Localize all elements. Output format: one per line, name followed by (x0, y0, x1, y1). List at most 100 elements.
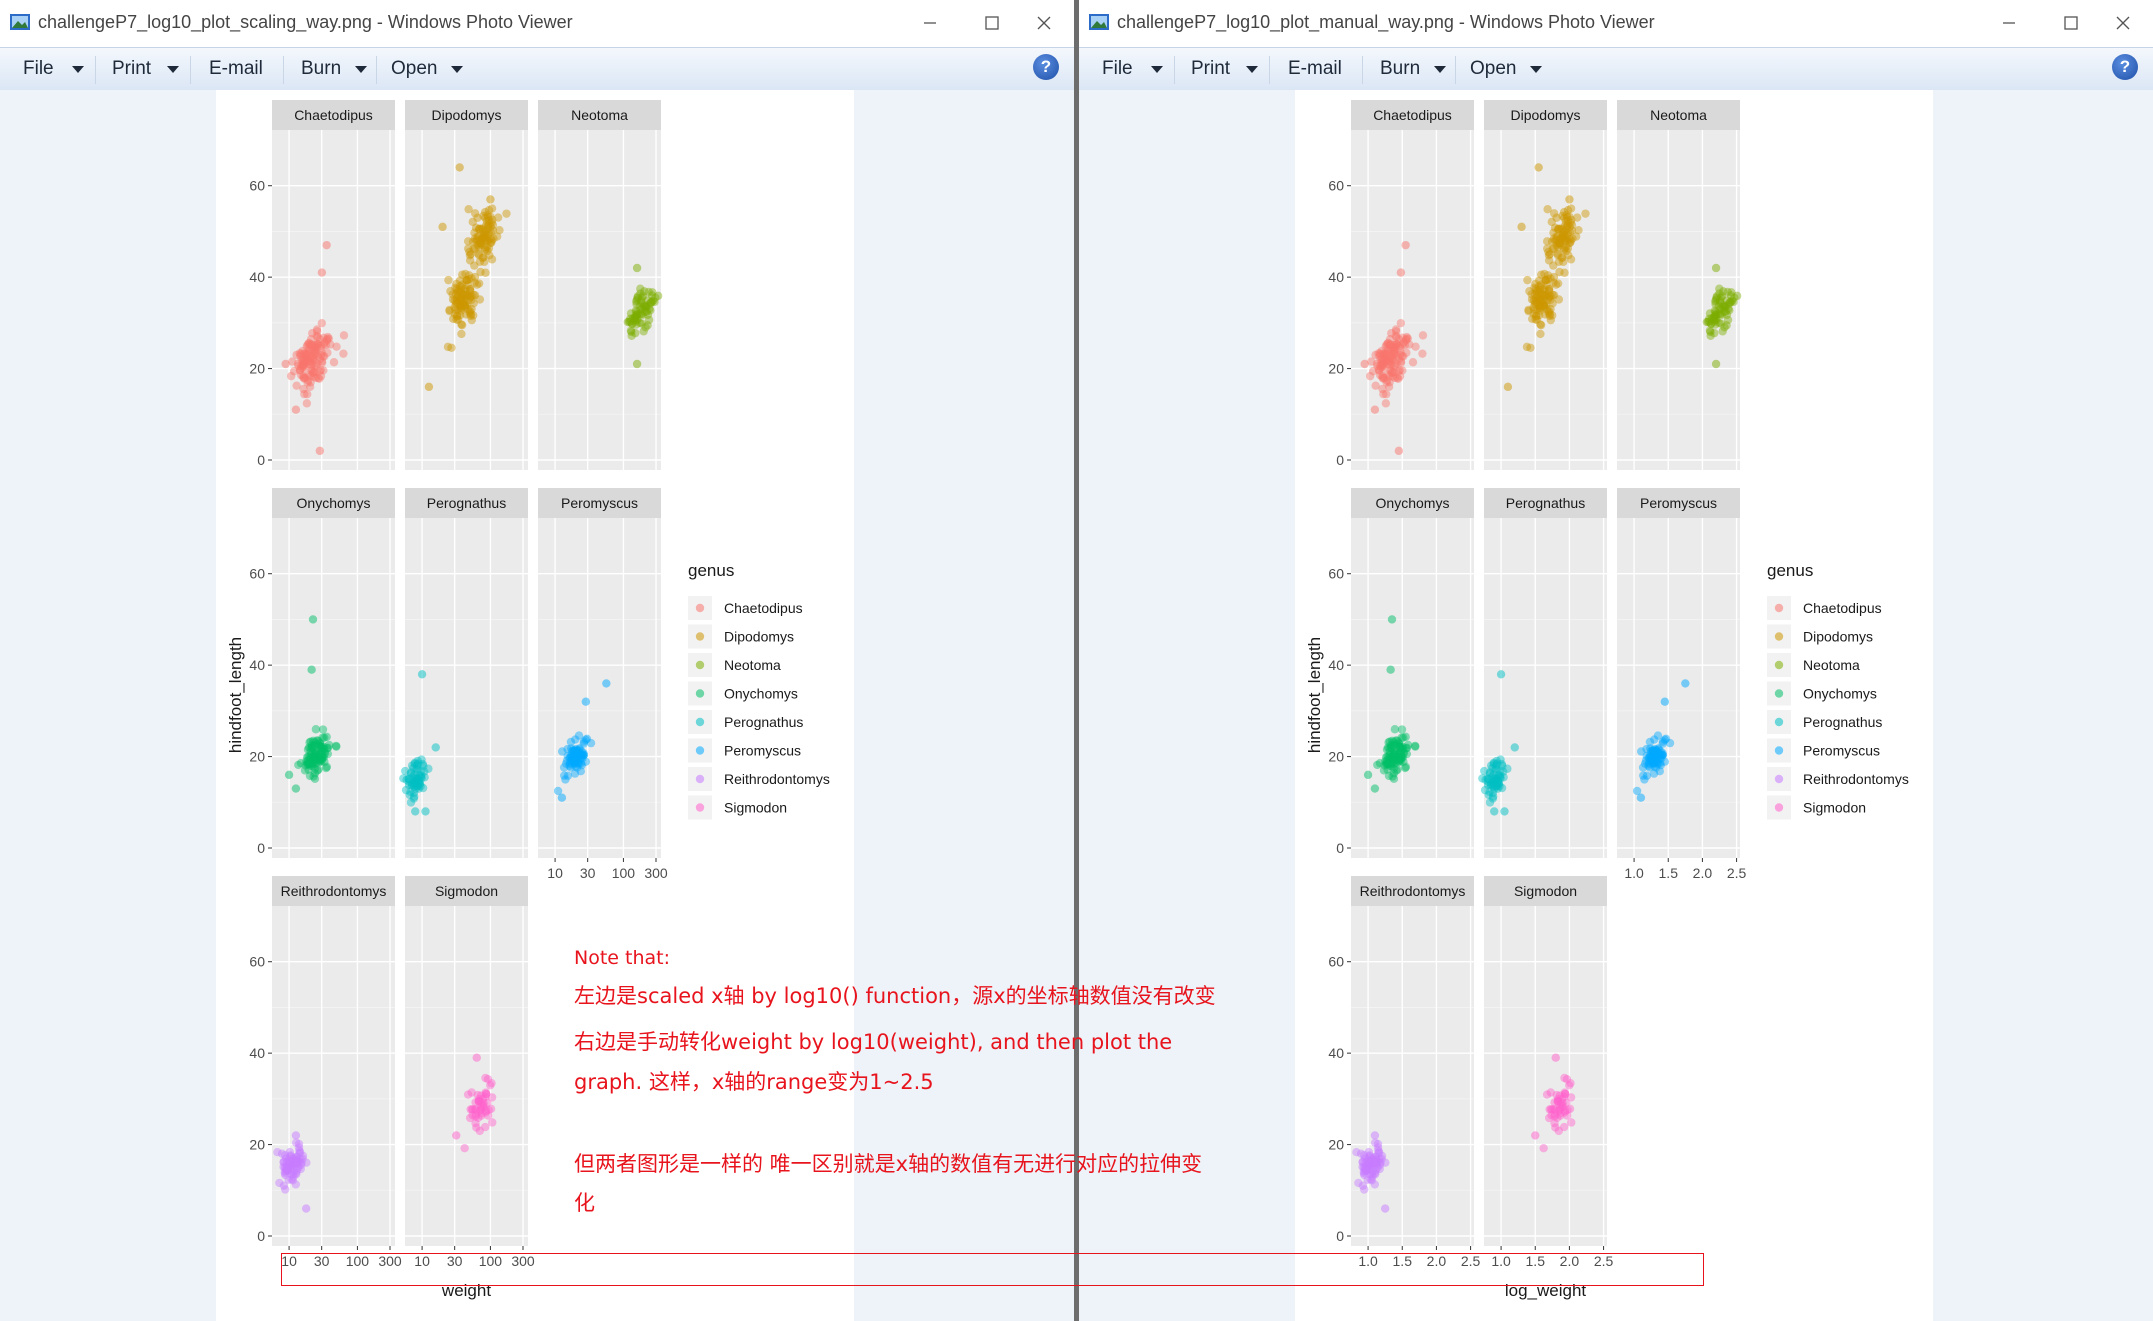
data-point (574, 748, 584, 757)
data-point (300, 358, 310, 367)
data-point (292, 1152, 302, 1162)
data-point (311, 361, 321, 371)
data-point (1722, 310, 1732, 320)
data-point (569, 746, 578, 756)
photo-viewer-app-icon (1089, 14, 1109, 30)
data-point (299, 374, 309, 383)
data-point (1566, 1093, 1576, 1102)
maximize-icon[interactable] (2051, 8, 2091, 38)
data-point (284, 1159, 294, 1169)
data-point (322, 744, 332, 753)
file-menu-chevron-down-icon[interactable] (1151, 66, 1163, 73)
data-point (1648, 756, 1657, 765)
legend-entry: Chaetodipus (1803, 600, 1882, 616)
print-menu-chevron-down-icon[interactable] (167, 66, 179, 73)
data-point (460, 300, 470, 310)
data-point (1559, 1092, 1569, 1102)
burn-menu[interactable]: Burn (301, 58, 342, 79)
facet-label: Dipodomys (1510, 107, 1580, 123)
email-menu[interactable]: E-mail (1288, 58, 1342, 79)
data-point (302, 399, 312, 408)
close-icon[interactable] (2103, 8, 2143, 38)
burn-menu-chevron-down-icon[interactable] (355, 66, 367, 73)
data-point (459, 294, 469, 304)
data-point (1549, 1104, 1559, 1114)
data-point (318, 733, 327, 742)
data-point (1530, 283, 1539, 292)
data-point (1560, 1089, 1570, 1099)
data-point (302, 350, 311, 359)
data-point (310, 769, 320, 778)
data-point (316, 742, 325, 751)
minimize-icon[interactable] (1989, 8, 2029, 38)
facet-strip (1351, 100, 1474, 130)
data-point (1567, 226, 1577, 235)
data-point (1556, 233, 1566, 243)
legend-entry: Reithrodontomys (724, 771, 830, 787)
data-point (451, 283, 460, 292)
data-point (284, 1160, 293, 1169)
data-point (1551, 280, 1561, 289)
data-point (578, 754, 587, 763)
data-point (313, 340, 323, 349)
burn-menu[interactable]: Burn (1380, 58, 1421, 79)
open-menu-chevron-down-icon[interactable] (451, 66, 463, 73)
data-point (1373, 760, 1382, 770)
help-icon[interactable]: ? (1033, 54, 1059, 80)
y-tick-label: 40 (1328, 269, 1344, 285)
title-bar[interactable]: challengeP7_log10_plot_scaling_way.png -… (0, 0, 1074, 46)
open-menu-chevron-down-icon[interactable] (1530, 66, 1542, 73)
data-point (1535, 300, 1545, 310)
open-menu[interactable]: Open (1470, 58, 1517, 79)
data-point (1534, 281, 1544, 291)
data-point (1498, 767, 1508, 776)
data-point (1401, 744, 1411, 753)
data-point (317, 742, 326, 752)
data-point (1390, 346, 1399, 355)
data-point (1553, 242, 1563, 252)
burn-menu-chevron-down-icon[interactable] (1434, 66, 1446, 73)
maximize-icon[interactable] (972, 8, 1012, 38)
minimize-icon[interactable] (910, 8, 950, 38)
data-point (1370, 1180, 1380, 1189)
data-point (287, 371, 296, 381)
data-point (460, 284, 470, 294)
data-point (1543, 205, 1552, 214)
print-menu[interactable]: Print (112, 58, 152, 79)
data-point (480, 245, 490, 255)
file-menu-chevron-down-icon[interactable] (72, 66, 84, 73)
data-point (462, 301, 471, 310)
data-point (299, 371, 308, 381)
data-point (1544, 251, 1554, 260)
data-point (1372, 359, 1382, 368)
data-point (469, 244, 478, 253)
email-menu[interactable]: E-mail (209, 58, 263, 79)
data-point (1536, 297, 1545, 306)
data-point (1529, 309, 1538, 319)
image-viewer-area: Chaetodipus 0 20 40 60 Dipodomys Neotoma Onycho… (0, 90, 1074, 1321)
file-menu[interactable]: File (1102, 58, 1133, 79)
data-point (1366, 1160, 1375, 1170)
data-point (1524, 306, 1533, 316)
data-point (316, 742, 326, 751)
data-point (416, 767, 426, 776)
data-point (477, 1111, 486, 1120)
data-point (318, 725, 328, 734)
print-menu-chevron-down-icon[interactable] (1246, 66, 1258, 73)
legend-marker (1774, 717, 1784, 727)
data-point (289, 1161, 299, 1171)
facet-strip (1484, 876, 1607, 906)
data-point (1397, 744, 1406, 753)
data-point (293, 1156, 303, 1166)
file-menu[interactable]: File (23, 58, 54, 79)
data-point (313, 359, 322, 368)
annotation-line: 左边是scaled x轴 by log10() function，源x的坐标轴数… (574, 984, 1216, 1008)
title-bar[interactable]: challengeP7_log10_plot_manual_way.png - … (1079, 0, 2153, 46)
data-point (409, 788, 419, 797)
print-menu[interactable]: Print (1191, 58, 1231, 79)
close-icon[interactable] (1024, 8, 1064, 38)
open-menu[interactable]: Open (391, 58, 438, 79)
data-point (1382, 376, 1392, 385)
data-point (488, 215, 497, 225)
help-icon[interactable]: ? (2112, 54, 2138, 80)
